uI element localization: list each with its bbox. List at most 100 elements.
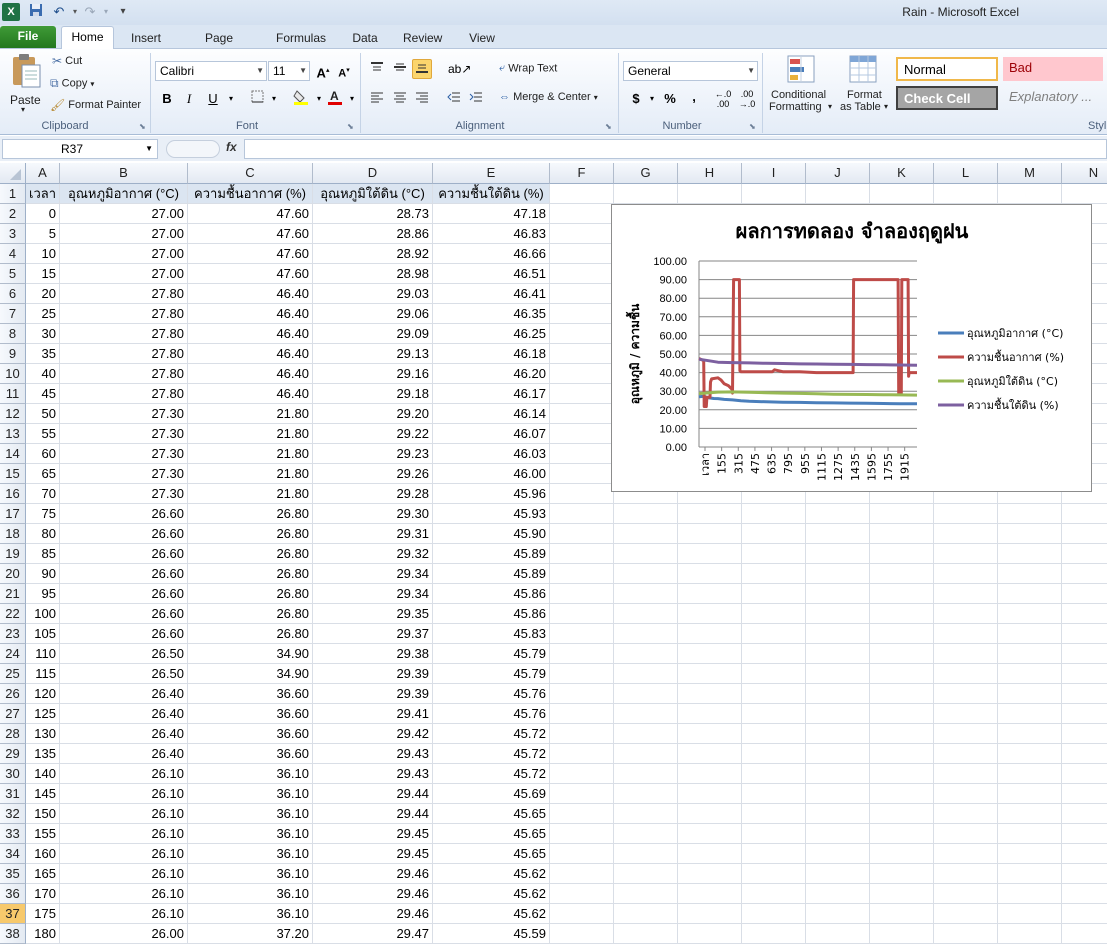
empty-cell[interactable] (742, 904, 806, 924)
empty-cell[interactable] (1062, 824, 1107, 844)
data-cell[interactable]: 20 (26, 284, 60, 304)
data-cell[interactable]: 26.10 (60, 864, 188, 884)
row-header[interactable]: 31 (0, 784, 26, 804)
data-cell[interactable]: 45.65 (433, 824, 550, 844)
empty-cell[interactable] (934, 704, 998, 724)
empty-cell[interactable] (934, 184, 998, 204)
empty-cell[interactable] (550, 724, 614, 744)
row-header[interactable]: 37 (0, 904, 26, 924)
empty-cell[interactable] (870, 784, 934, 804)
empty-cell[interactable] (934, 484, 998, 504)
row-header[interactable]: 36 (0, 884, 26, 904)
data-cell[interactable]: 45.69 (433, 784, 550, 804)
column-header-g[interactable]: G (614, 163, 678, 184)
data-cell[interactable]: 110 (26, 644, 60, 664)
row-header[interactable]: 30 (0, 764, 26, 784)
data-cell[interactable]: 27.30 (60, 444, 188, 464)
column-header-m[interactable]: M (998, 163, 1062, 184)
data-cell[interactable]: 46.40 (188, 384, 313, 404)
data-cell[interactable]: 40 (26, 364, 60, 384)
select-all-corner[interactable] (0, 163, 26, 184)
data-cell[interactable]: 26.10 (60, 784, 188, 804)
data-cell[interactable]: 0 (26, 204, 60, 224)
empty-cell[interactable] (550, 424, 614, 444)
data-cell[interactable]: 29.37 (313, 624, 433, 644)
empty-cell[interactable] (614, 684, 678, 704)
empty-cell[interactable] (870, 184, 934, 204)
data-cell[interactable]: 36.10 (188, 824, 313, 844)
data-cell[interactable]: 46.83 (433, 224, 550, 244)
conditional-formatting-button[interactable]: Conditional Formatting ▾ (767, 53, 835, 117)
data-cell[interactable]: 95 (26, 584, 60, 604)
empty-cell[interactable] (742, 804, 806, 824)
data-cell[interactable]: 45.90 (433, 524, 550, 544)
data-cell[interactable]: 15 (26, 264, 60, 284)
empty-cell[interactable] (998, 924, 1062, 944)
empty-cell[interactable] (678, 844, 742, 864)
row-header[interactable]: 12 (0, 404, 26, 424)
empty-cell[interactable] (870, 904, 934, 924)
data-cell[interactable]: 45.62 (433, 904, 550, 924)
data-cell[interactable]: 27.00 (60, 204, 188, 224)
data-cell[interactable]: 36.10 (188, 784, 313, 804)
data-cell[interactable]: 34.90 (188, 644, 313, 664)
data-cell[interactable]: 46.40 (188, 344, 313, 364)
empty-cell[interactable] (678, 544, 742, 564)
empty-cell[interactable] (998, 184, 1062, 204)
empty-cell[interactable] (1062, 184, 1107, 204)
data-cell[interactable]: 27.80 (60, 384, 188, 404)
empty-cell[interactable] (614, 184, 678, 204)
empty-cell[interactable] (742, 884, 806, 904)
empty-cell[interactable] (614, 704, 678, 724)
data-cell[interactable]: 26.50 (60, 664, 188, 684)
empty-cell[interactable] (1062, 604, 1107, 624)
empty-cell[interactable] (550, 584, 614, 604)
empty-cell[interactable] (1062, 764, 1107, 784)
italic-icon[interactable]: I (186, 91, 192, 106)
header-cell[interactable]: อุณหภูมิอากาศ (°C) (60, 184, 188, 204)
data-cell[interactable]: 46.00 (433, 464, 550, 484)
data-cell[interactable]: 26.40 (60, 744, 188, 764)
row-header[interactable]: 6 (0, 284, 26, 304)
empty-cell[interactable] (550, 684, 614, 704)
empty-cell[interactable] (998, 544, 1062, 564)
header-cell[interactable]: ความชื้นอากาศ (%) (188, 184, 313, 204)
data-cell[interactable]: 36.10 (188, 864, 313, 884)
data-cell[interactable]: 27.80 (60, 324, 188, 344)
empty-cell[interactable] (550, 704, 614, 724)
column-header-b[interactable]: B (60, 163, 188, 184)
format-as-table-button[interactable]: Format as Table ▾ (838, 53, 892, 117)
empty-cell[interactable] (870, 824, 934, 844)
data-cell[interactable]: 29.16 (313, 364, 433, 384)
column-header-i[interactable]: I (742, 163, 806, 184)
empty-cell[interactable] (614, 744, 678, 764)
empty-cell[interactable] (934, 924, 998, 944)
align-right-icon[interactable] (412, 89, 432, 109)
empty-cell[interactable] (870, 664, 934, 684)
formula-bar-resize-handle[interactable] (166, 140, 220, 158)
empty-cell[interactable] (1062, 704, 1107, 724)
style-check-cell[interactable]: Check Cell (896, 86, 998, 110)
column-header-k[interactable]: K (870, 163, 934, 184)
empty-cell[interactable] (678, 184, 742, 204)
data-cell[interactable]: 80 (26, 524, 60, 544)
header-cell[interactable]: ความชื้นใต้ดิน (%) (433, 184, 550, 204)
data-cell[interactable]: 36.10 (188, 884, 313, 904)
empty-cell[interactable] (806, 664, 870, 684)
data-cell[interactable]: 26.80 (188, 544, 313, 564)
data-cell[interactable]: 45.59 (433, 924, 550, 944)
empty-cell[interactable] (934, 524, 998, 544)
data-cell[interactable]: 27.30 (60, 464, 188, 484)
fill-color-dropdown-icon[interactable]: ▾ (316, 94, 321, 103)
tab-review[interactable]: Review (403, 31, 443, 45)
empty-cell[interactable] (934, 604, 998, 624)
empty-cell[interactable] (550, 624, 614, 644)
data-cell[interactable]: 29.38 (313, 644, 433, 664)
empty-cell[interactable] (614, 584, 678, 604)
empty-cell[interactable] (998, 524, 1062, 544)
column-header-f[interactable]: F (550, 163, 614, 184)
customize-quick-access-icon[interactable]: ▾ (120, 6, 126, 17)
header-cell[interactable]: เวลา (26, 184, 60, 204)
empty-cell[interactable] (870, 624, 934, 644)
name-box-dropdown-icon[interactable]: ▼ (145, 144, 153, 153)
